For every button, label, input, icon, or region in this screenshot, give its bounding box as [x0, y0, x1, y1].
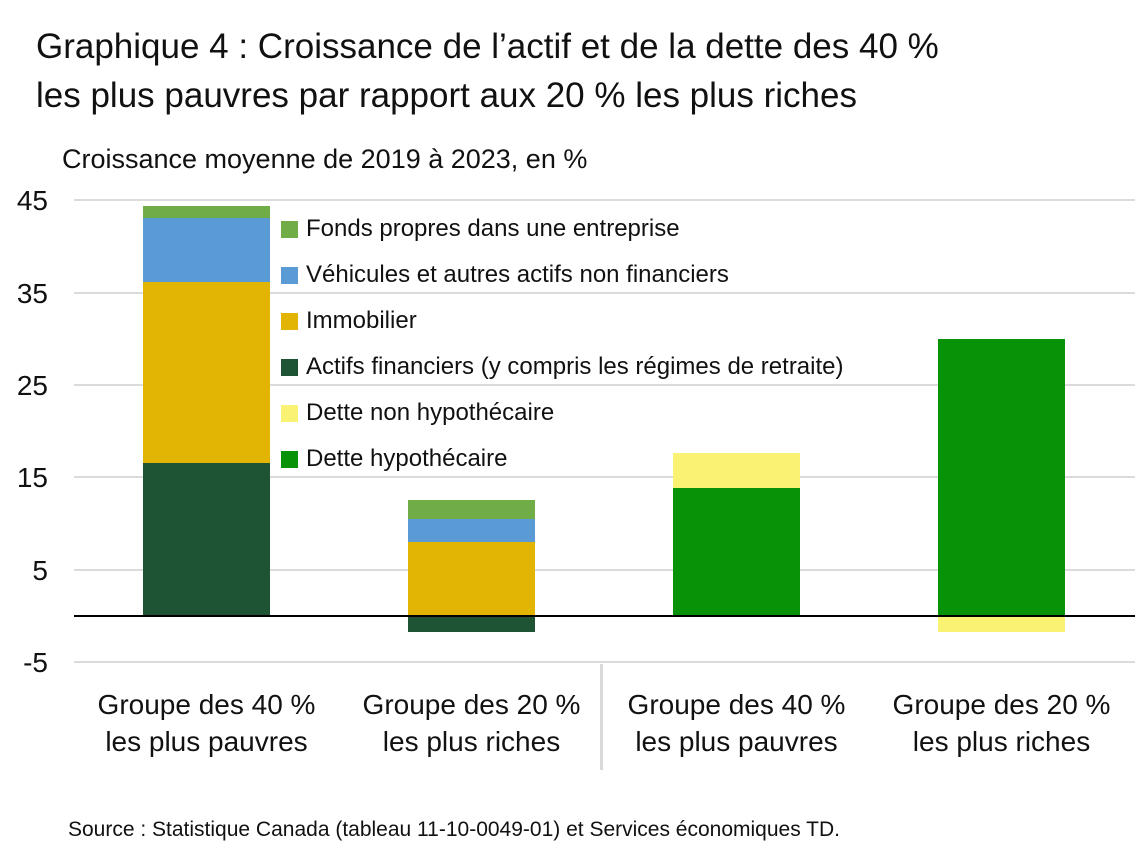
legend-item: Dette non hypothécaire [281, 399, 554, 427]
x-category-label: Groupe des 20 % les plus riches [893, 686, 1111, 760]
y-tick-label: 45 [16, 185, 48, 217]
legend-item: Actifs financiers (y compris les régimes… [281, 353, 844, 381]
y-gridline [74, 661, 1135, 664]
chart-title-line2: les plus pauvres par rapport aux 20 % le… [36, 76, 857, 115]
legend-label: Dette non hypothécaire [306, 399, 555, 426]
x-category-label-line2: les plus riches [382, 726, 561, 757]
legend-swatch-fonds_propres [281, 220, 298, 238]
y-tick-label: 15 [16, 462, 48, 494]
legend-swatch-immobilier [281, 312, 298, 330]
legend-swatch-vehicules [281, 266, 298, 284]
category-group-divider [600, 664, 603, 770]
source-note: Source : Statistique Canada (tableau 11-… [68, 818, 840, 841]
bar-segment-actifs_financiers [143, 462, 270, 616]
x-category-label: Groupe des 20 % les plus riches [363, 686, 581, 760]
bar-segment-dette_non_hypothecaire [938, 616, 1065, 632]
y-tick-label: -5 [23, 647, 48, 679]
x-category-label-line1: Groupe des 20 % [362, 689, 581, 720]
chart-title: Graphique 4 : Croissance de l’actif et d… [36, 22, 939, 120]
bar-segment-actifs_financiers [408, 616, 535, 632]
y-gridline [74, 568, 1135, 571]
legend-label: Dette hypothécaire [306, 445, 508, 472]
x-category-label: Groupe des 40 % les plus pauvres [98, 686, 316, 760]
bar-segment-fonds_propres [408, 499, 535, 519]
bar-segment-immobilier [408, 542, 535, 616]
legend-label: Actifs financiers (y compris les régimes… [306, 353, 844, 380]
legend-item: Immobilier [281, 307, 417, 335]
legend-label: Fonds propres dans une entreprise [306, 215, 680, 242]
legend-swatch-dette_non_hypothecaire [281, 404, 298, 422]
legend-item: Véhicules et autres actifs non financier… [281, 261, 729, 289]
bar-segment-immobilier [143, 281, 270, 463]
y-gridline [74, 199, 1135, 202]
x-category-label-line2: les plus pauvres [635, 726, 838, 757]
bar-segment-dette_non_hypothecaire [673, 453, 800, 488]
y-tick-label: 35 [16, 277, 48, 309]
bar-segment-fonds_propres [143, 205, 270, 218]
bar-segment-dette_hypothecaire [938, 338, 1065, 616]
bar-segment-dette_hypothecaire [673, 487, 800, 616]
bar-segment-vehicules [408, 518, 535, 543]
legend-label: Véhicules et autres actifs non financier… [306, 261, 729, 288]
x-category-label-line1: Groupe des 40 % [627, 689, 846, 720]
x-category-label-line1: Groupe des 40 % [97, 689, 316, 720]
y-gridline [74, 291, 1135, 294]
x-category-label-line1: Groupe des 20 % [892, 689, 1111, 720]
bar-segment-vehicules [143, 217, 270, 282]
x-category-label-line2: les plus riches [912, 726, 1091, 757]
y-tick-label: 5 [32, 554, 48, 586]
y-tick-label: 25 [16, 370, 48, 401]
chart-title-line1: Graphique 4 : Croissance de l’actif et d… [36, 27, 939, 66]
legend-item: Fonds propres dans une entreprise [281, 215, 680, 243]
legend-swatch-actifs_financiers [281, 358, 298, 376]
legend-swatch-dette_hypothecaire [281, 450, 298, 468]
legend-label: Immobilier [306, 307, 417, 334]
y-gridline [74, 384, 1135, 386]
legend-item: Dette hypothécaire [281, 445, 507, 473]
y-gridline [74, 476, 1135, 479]
y-axis-units-label: Croissance moyenne de 2019 à 2023, en % [62, 144, 588, 174]
x-category-label-line2: les plus pauvres [105, 726, 308, 757]
zero-line [74, 615, 1135, 617]
x-category-label: Groupe des 40 % les plus pauvres [628, 686, 846, 760]
